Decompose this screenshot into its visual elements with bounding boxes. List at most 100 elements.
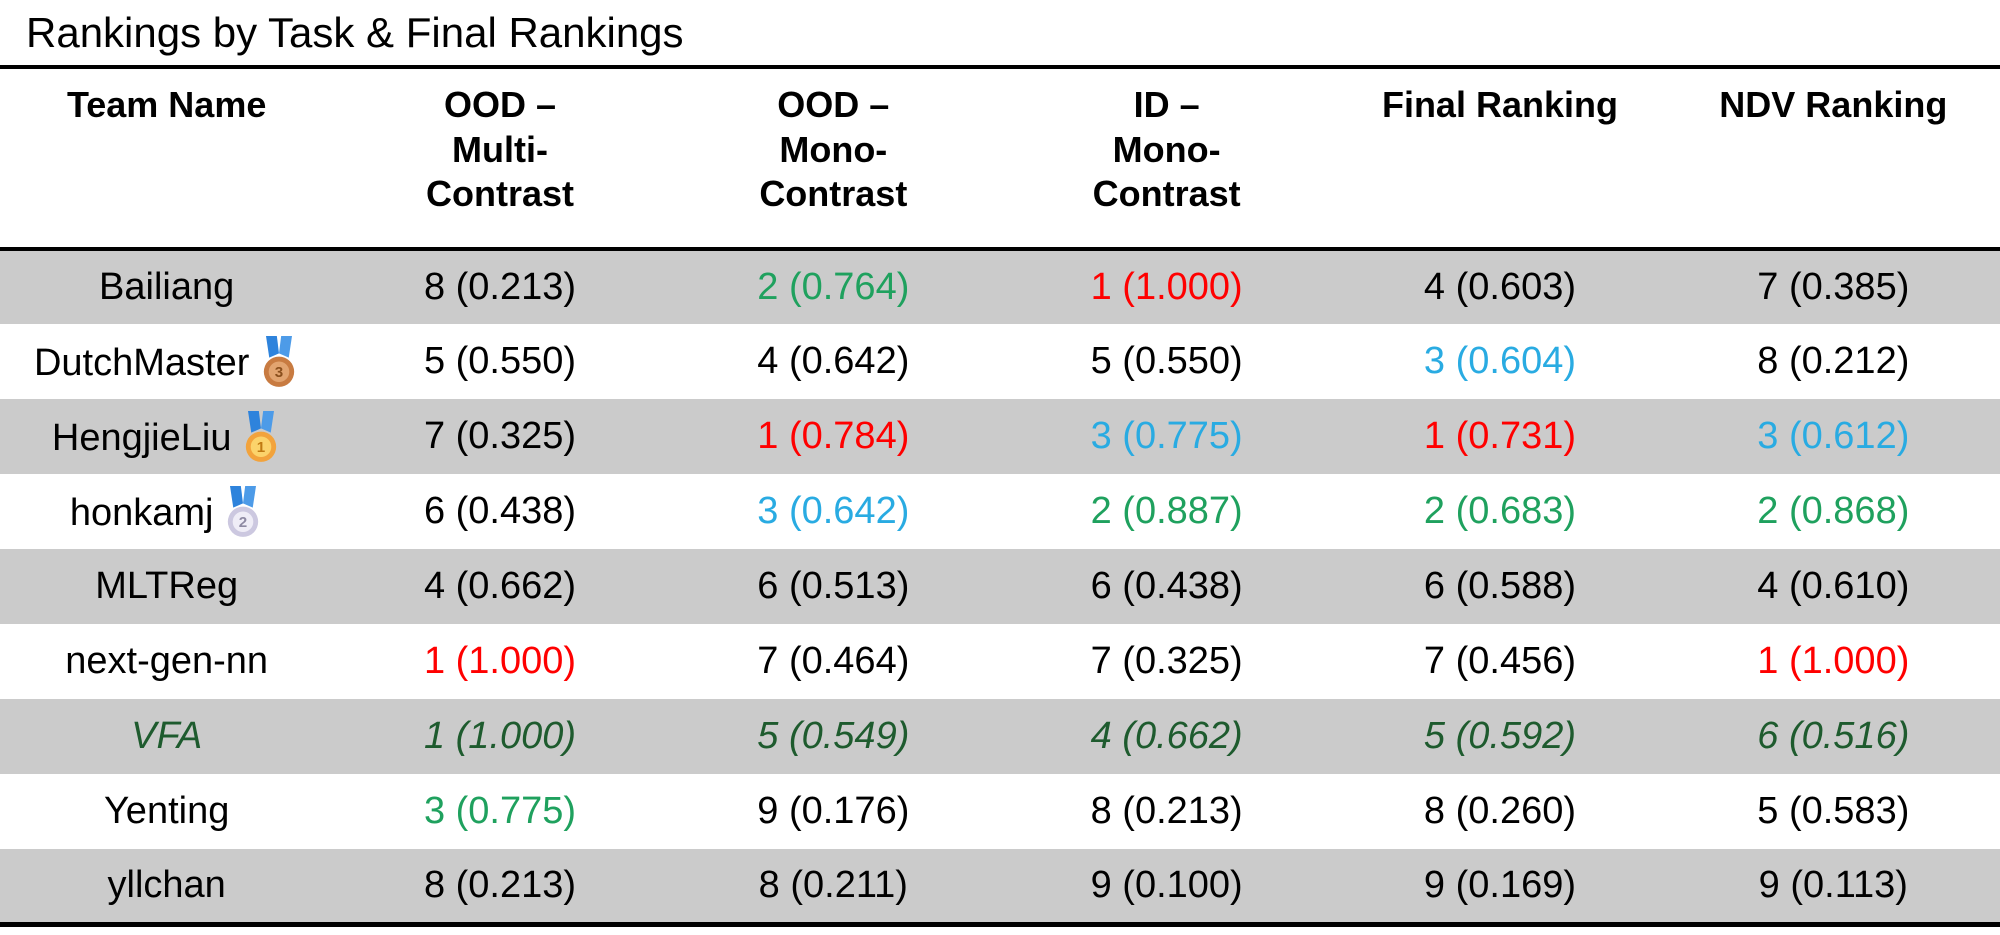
- rank-cell-ood-mono-contrast: 9 (0.176): [757, 790, 910, 832]
- rank-cell-id-mono-contrast: 2 (0.887): [1090, 490, 1243, 532]
- table-row-hengjieliu: HengjieLiu 1 7 (0.325) 1 (0.784) 3 (0.775) 1 …: [0, 399, 2000, 474]
- rank-cell-ood-multi-contrast: 1 (1.000): [423, 640, 577, 682]
- rank-cell-id-mono-contrast: 7 (0.325): [1090, 640, 1243, 682]
- rank-cell-ood-multi-contrast: 8 (0.213): [423, 863, 577, 906]
- rank-cell-ood-mono-contrast: 5 (0.549): [757, 715, 910, 757]
- column-header-id-mono-contrast: ID – Mono- Contrast: [999, 67, 1334, 251]
- column-header-team-name: Team Name: [0, 67, 334, 251]
- rank-cell-final-ranking: 3 (0.604): [1423, 340, 1577, 382]
- rank-cell-id-mono-contrast: 5 (0.550): [1090, 340, 1243, 382]
- rank-cell-final-ranking: 8 (0.260): [1423, 790, 1577, 832]
- rank-cell-ndv-ranking: 1 (1.000): [1757, 640, 1910, 682]
- rank-cell-ood-multi-contrast: 5 (0.550): [423, 340, 577, 382]
- medal-number: 2: [239, 514, 247, 531]
- rank-cell-ood-mono-contrast: 6 (0.513): [757, 565, 910, 607]
- team-name-cell: DutchMaster 3: [0, 324, 333, 399]
- team-name: VFA: [131, 715, 203, 757]
- table-row-yllchan: yllchan 8 (0.213) 8 (0.211) 9 (0.100) 9 (0.1…: [0, 849, 2000, 924]
- column-header-line: Contrast: [1092, 173, 1241, 215]
- team-name: Bailiang: [99, 266, 235, 308]
- table-row-vfa: VFA 1 (1.000) 5 (0.549) 4 (0.662) 5 (0.592) 6…: [0, 699, 2000, 774]
- rank-cell-final-ranking: 9 (0.169): [1423, 863, 1577, 906]
- column-header-line: Final Ranking: [1381, 84, 1618, 125]
- rank-cell-final-ranking: 6 (0.588): [1423, 565, 1577, 607]
- rank-cell-ood-mono-contrast: 7 (0.464): [757, 640, 910, 682]
- column-header-line: Contrast: [759, 173, 908, 215]
- medal-number: 3: [275, 364, 283, 381]
- rank-cell-id-mono-contrast: 9 (0.100): [1090, 863, 1243, 906]
- rank-cell-ood-multi-contrast: 7 (0.325): [423, 415, 577, 457]
- rank-cell-ndv-ranking: 4 (0.610): [1757, 565, 1910, 607]
- team-name-cell: Yenting: [0, 774, 333, 849]
- table-row-bailiang: Bailiang 8 (0.213) 2 (0.764) 1 (1.000) 4 (0.…: [0, 249, 2000, 324]
- column-header-line: OOD –: [777, 84, 890, 125]
- rankings-table: Team Name OOD – Multi- Contrast OOD – Mono- Co…: [0, 65, 2000, 927]
- table-row-next-gen-nn: next-gen-nn 1 (1.000) 7 (0.464) 7 (0.325) 7 …: [0, 624, 2000, 699]
- rank-cell-id-mono-contrast: 8 (0.213): [1090, 790, 1243, 832]
- column-header-ood-mono-contrast: OOD – Mono- Contrast: [666, 67, 1000, 251]
- team-name-cell: next-gen-nn: [0, 624, 333, 699]
- header-row: Team Name OOD – Multi- Contrast OOD – Mono- Co…: [0, 67, 2000, 251]
- team-name-cell: honkamj 2: [0, 474, 333, 549]
- team-name: yllchan: [107, 863, 226, 906]
- page-title: Rankings by Task & Final Rankings: [26, 9, 684, 56]
- rank-cell-ood-mono-contrast: 3 (0.642): [757, 490, 910, 532]
- rank-cell-ood-multi-contrast: 4 (0.662): [423, 565, 577, 607]
- rank-cell-final-ranking: 7 (0.456): [1423, 640, 1577, 682]
- rank-cell-ood-multi-contrast: 3 (0.775): [423, 790, 577, 832]
- column-header-final-ranking: Final Ranking: [1333, 67, 1667, 251]
- rank-cell-ndv-ranking: 6 (0.516): [1757, 715, 1910, 757]
- column-header-line: NDV Ranking: [1719, 84, 1948, 125]
- rank-cell-ood-mono-contrast: 1 (0.784): [757, 415, 910, 457]
- medal-number: 1: [257, 439, 265, 456]
- team-name-cell: MLTReg: [0, 549, 333, 624]
- team-name: MLTReg: [95, 565, 239, 607]
- rank-cell-ood-mono-contrast: 2 (0.764): [757, 266, 910, 308]
- team-name: honkamj: [69, 491, 214, 534]
- rank-cell-ndv-ranking: 8 (0.212): [1757, 340, 1910, 382]
- column-header-line: ID –: [1133, 84, 1200, 125]
- column-header-line: Mono-: [1112, 128, 1221, 170]
- table-row-mltreg: MLTReg 4 (0.662) 6 (0.513) 6 (0.438) 6 (0.58…: [0, 549, 2000, 624]
- rank-cell-id-mono-contrast: 1 (1.000): [1090, 266, 1243, 308]
- silver-medal-icon: 2: [228, 485, 259, 537]
- table-row-yenting: Yenting 3 (0.775) 9 (0.176) 8 (0.213) 8 (0.2…: [0, 774, 2000, 849]
- rank-cell-ndv-ranking: 9 (0.113): [1758, 863, 1908, 906]
- rank-cell-final-ranking: 4 (0.603): [1423, 266, 1577, 308]
- rank-cell-id-mono-contrast: 3 (0.775): [1090, 415, 1243, 457]
- rank-cell-final-ranking: 2 (0.683): [1423, 490, 1577, 532]
- table-row-honkamj: honkamj 2 6 (0.438) 3 (0.642) 2 (0.887) 2 (0.…: [0, 474, 2000, 549]
- column-header-ndv-ranking: NDV Ranking: [1666, 67, 2000, 251]
- table-row-dutchmaster: DutchMaster 3 5 (0.550) 4 (0.642) 5 (0.550) 3…: [0, 324, 2000, 399]
- team-name-cell: yllchan: [0, 849, 333, 924]
- rank-cell-ood-mono-contrast: 8 (0.211): [758, 863, 908, 906]
- gold-medal-icon: 1: [246, 410, 277, 462]
- column-header-line: Team Name: [66, 84, 267, 125]
- team-name-cell: VFA: [0, 699, 333, 774]
- rank-cell-ndv-ranking: 5 (0.583): [1757, 790, 1910, 832]
- team-name: HengjieLiu: [51, 416, 232, 459]
- bronze-medal-icon: 3: [264, 335, 295, 387]
- rank-cell-ood-multi-contrast: 6 (0.438): [423, 490, 577, 532]
- team-name: DutchMaster: [33, 341, 250, 384]
- rank-cell-ndv-ranking: 2 (0.868): [1757, 490, 1910, 532]
- table-body: Bailiang 8 (0.213) 2 (0.764) 1 (1.000) 4 (0.…: [0, 249, 2000, 924]
- rank-cell-ood-multi-contrast: 8 (0.213): [423, 266, 577, 308]
- column-header-line: OOD –: [443, 84, 556, 125]
- team-name-cell: HengjieLiu 1: [0, 399, 333, 474]
- rank-cell-id-mono-contrast: 4 (0.662): [1090, 715, 1243, 757]
- rank-cell-id-mono-contrast: 6 (0.438): [1090, 565, 1243, 607]
- rank-cell-final-ranking: 1 (0.731): [1423, 415, 1577, 457]
- rank-cell-ndv-ranking: 3 (0.612): [1757, 415, 1910, 457]
- team-name: next-gen-nn: [65, 640, 269, 682]
- column-header-line: Contrast: [425, 173, 574, 215]
- rank-cell-ndv-ranking: 7 (0.385): [1757, 266, 1910, 308]
- team-name: Yenting: [103, 790, 230, 832]
- rank-cell-final-ranking: 5 (0.592): [1423, 715, 1577, 757]
- rank-cell-ood-multi-contrast: 1 (1.000): [423, 715, 577, 757]
- column-header-line: Multi-: [452, 128, 548, 170]
- column-header-line: Mono-: [779, 128, 888, 170]
- team-name-cell: Bailiang: [0, 249, 333, 324]
- rank-cell-ood-mono-contrast: 4 (0.642): [757, 340, 910, 382]
